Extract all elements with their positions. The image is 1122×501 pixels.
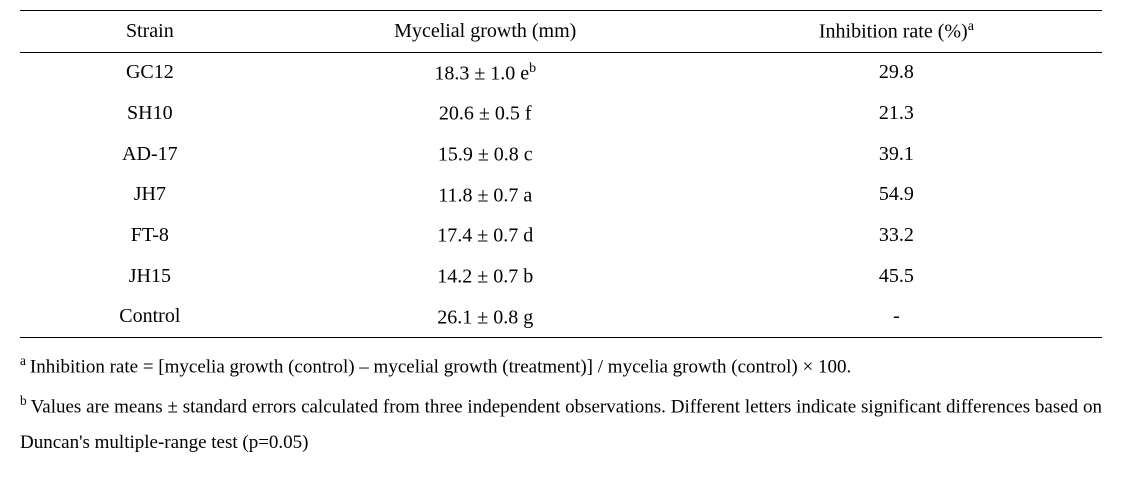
data-table: Strain Mycelial growth (mm) Inhibition r… — [20, 10, 1102, 338]
cell-inhibition: 54.9 — [691, 175, 1102, 216]
column-header-growth: Mycelial growth (mm) — [280, 11, 691, 53]
cell-growth: 20.6 ± 0.5 f — [280, 93, 691, 134]
cell-strain: JH7 — [20, 175, 280, 216]
footnote-a-sup: a — [20, 353, 26, 368]
cell-inhibition: 33.2 — [691, 215, 1102, 256]
footnotes-section: a Inhibition rate = [mycelia growth (cont… — [20, 348, 1102, 461]
table-header-row: Strain Mycelial growth (mm) Inhibition r… — [20, 11, 1102, 53]
footnote-b-sup: b — [20, 393, 27, 408]
cell-inhibition: 39.1 — [691, 134, 1102, 175]
cell-strain: JH15 — [20, 256, 280, 297]
table-body: GC12 18.3 ± 1.0 eb 29.8 SH10 20.6 ± 0.5 … — [20, 52, 1102, 338]
column-header-strain: Strain — [20, 11, 280, 53]
cell-growth: 14.2 ± 0.7 b — [280, 256, 691, 297]
cell-growth: 11.8 ± 0.7 a — [280, 175, 691, 216]
cell-growth: 15.9 ± 0.8 c — [280, 134, 691, 175]
column-header-inhibition-text: Inhibition rate (%) — [819, 21, 968, 43]
column-header-inhibition-sup: a — [968, 19, 974, 34]
footnote-a-text: Inhibition rate = [mycelia growth (contr… — [30, 357, 851, 378]
cell-strain: FT-8 — [20, 215, 280, 256]
cell-inhibition: - — [691, 297, 1102, 338]
table-row: JH15 14.2 ± 0.7 b 45.5 — [20, 256, 1102, 297]
cell-growth: 17.4 ± 0.7 d — [280, 215, 691, 256]
cell-strain: Control — [20, 297, 280, 338]
cell-inhibition: 21.3 — [691, 93, 1102, 134]
table-row: Control 26.1 ± 0.8 g - — [20, 297, 1102, 338]
table-row: FT-8 17.4 ± 0.7 d 33.2 — [20, 215, 1102, 256]
cell-growth: 18.3 ± 1.0 eb — [280, 52, 691, 93]
table-row: GC12 18.3 ± 1.0 eb 29.8 — [20, 52, 1102, 93]
cell-strain: SH10 — [20, 93, 280, 134]
cell-growth: 26.1 ± 0.8 g — [280, 297, 691, 338]
footnote-b-text: Values are means ± standard errors calcu… — [20, 396, 1102, 453]
footnote-b: bValues are means ± standard errors calc… — [20, 388, 1102, 462]
cell-inhibition: 29.8 — [691, 52, 1102, 93]
cell-strain: AD-17 — [20, 134, 280, 175]
column-header-inhibition: Inhibition rate (%)a — [691, 11, 1102, 53]
cell-inhibition: 45.5 — [691, 256, 1102, 297]
cell-strain: GC12 — [20, 52, 280, 93]
table-row: AD-17 15.9 ± 0.8 c 39.1 — [20, 134, 1102, 175]
table-row: JH7 11.8 ± 0.7 a 54.9 — [20, 175, 1102, 216]
table-row: SH10 20.6 ± 0.5 f 21.3 — [20, 93, 1102, 134]
footnote-a: a Inhibition rate = [mycelia growth (cont… — [20, 348, 1102, 385]
